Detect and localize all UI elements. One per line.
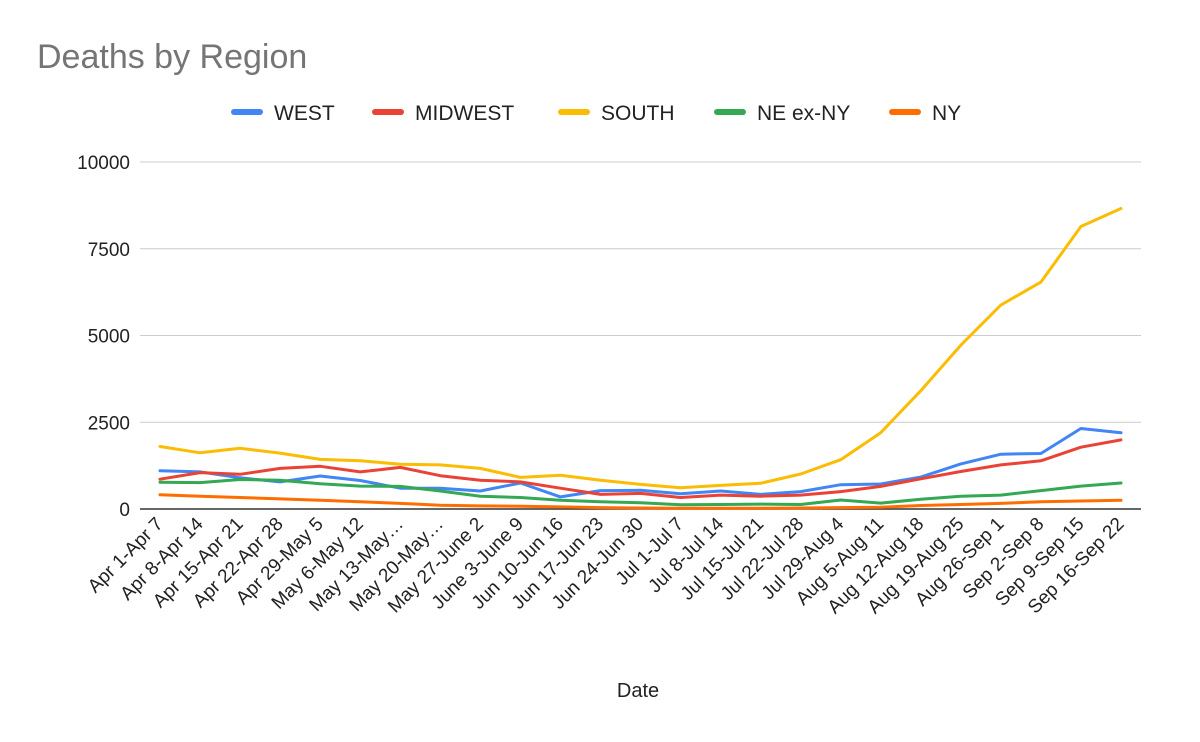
y-tick-label-5000: 5000 [88, 327, 130, 348]
legend-item-west: WEST [231, 102, 335, 125]
legend-label: NY [932, 102, 961, 125]
legend-item-midwest: MIDWEST [372, 102, 514, 125]
series-line-ne-ex-ny [158, 478, 1123, 507]
series-line-midwest [158, 438, 1123, 499]
legend: WEST MIDWEST SOUTH NE ex-NY NY [231, 102, 961, 125]
legend-label: WEST [274, 102, 335, 125]
series-line-south [158, 207, 1123, 490]
y-axis-ticks: 0 2500 5000 7500 10000 [77, 153, 130, 521]
legend-item-south: SOUTH [558, 102, 675, 125]
y-tick-label-10000: 10000 [77, 153, 130, 174]
legend-item-ny: NY [889, 102, 961, 125]
y-tick-label-7500: 7500 [88, 240, 130, 261]
series-lines [158, 207, 1123, 510]
y-tick-label-0: 0 [119, 500, 130, 521]
legend-label: SOUTH [601, 102, 675, 125]
y-tick-label-2500: 2500 [88, 413, 130, 434]
legend-label: NE ex-NY [757, 102, 850, 125]
chart-title: Deaths by Region [37, 38, 307, 76]
x-axis-label: Date [617, 680, 659, 702]
series-line-ny [158, 493, 1123, 510]
legend-item-ne-ex-ny: NE ex-NY [714, 102, 850, 125]
legend-label: MIDWEST [415, 102, 514, 125]
series-line-west [158, 427, 1123, 499]
